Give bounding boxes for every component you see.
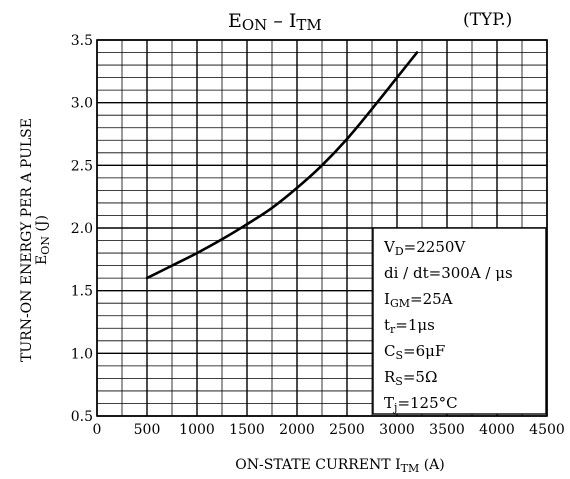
condition-item: VD=2250V [383,238,466,258]
x-axis-label: ON-STATE CURRENT ITM (A) [235,457,444,475]
conditions-list: VD=2250V di / dt=300A / μs IGM=25A tr=1μs CS… [383,238,513,414]
x-tick-label: 2500 [329,422,365,438]
y-axis-label-line1: TURN-ON ENERGY PER A PULSE [19,118,35,362]
chart-title-typ: (TYP.) [463,10,512,30]
x-tick-label: 0 [93,422,102,438]
series-line [145,51,419,280]
x-tick-label: 4000 [479,422,515,438]
series-layer [145,51,419,280]
x-tick-label: 3000 [379,422,415,438]
conditions-box [372,227,547,415]
x-tick-label: 4500 [529,422,565,438]
y-tick-label: 0.5 [71,409,93,425]
condition-item: Tj=125°C [384,394,458,414]
condition-item: IGM=25A [384,290,453,310]
x-tick-label: 3500 [429,422,465,438]
y-tick-label: 3.5 [71,33,93,49]
y-axis-label: TURN-ON ENERGY PER A PULSE EON (J) [19,118,52,362]
x-tick-label: 1000 [179,422,215,438]
condition-item: RS=5Ω [384,368,437,388]
condition-item: tr=1μs [384,316,435,336]
condition-item: CS=6μF [384,342,445,362]
chart-title: EON – ITM [228,10,322,34]
x-tick-label: 1500 [229,422,265,438]
y-tick-label: 2.0 [71,221,93,237]
x-tick-label: 500 [134,422,161,438]
condition-item: di / dt=300A / μs [384,264,513,282]
y-tick-label: 2.5 [71,158,93,174]
plot-frame [96,39,548,417]
tick-labels: 0 500 1000 1500 2000 2500 3000 3500 4000 4500 0.5 1… [71,33,565,438]
y-tick-label: 1.0 [71,346,93,362]
y-tick-label: 1.5 [71,284,93,300]
y-tick-label: 3.0 [71,96,93,112]
x-tick-label: 2000 [279,422,315,438]
y-axis-label-line2: EON (J) [34,215,52,265]
